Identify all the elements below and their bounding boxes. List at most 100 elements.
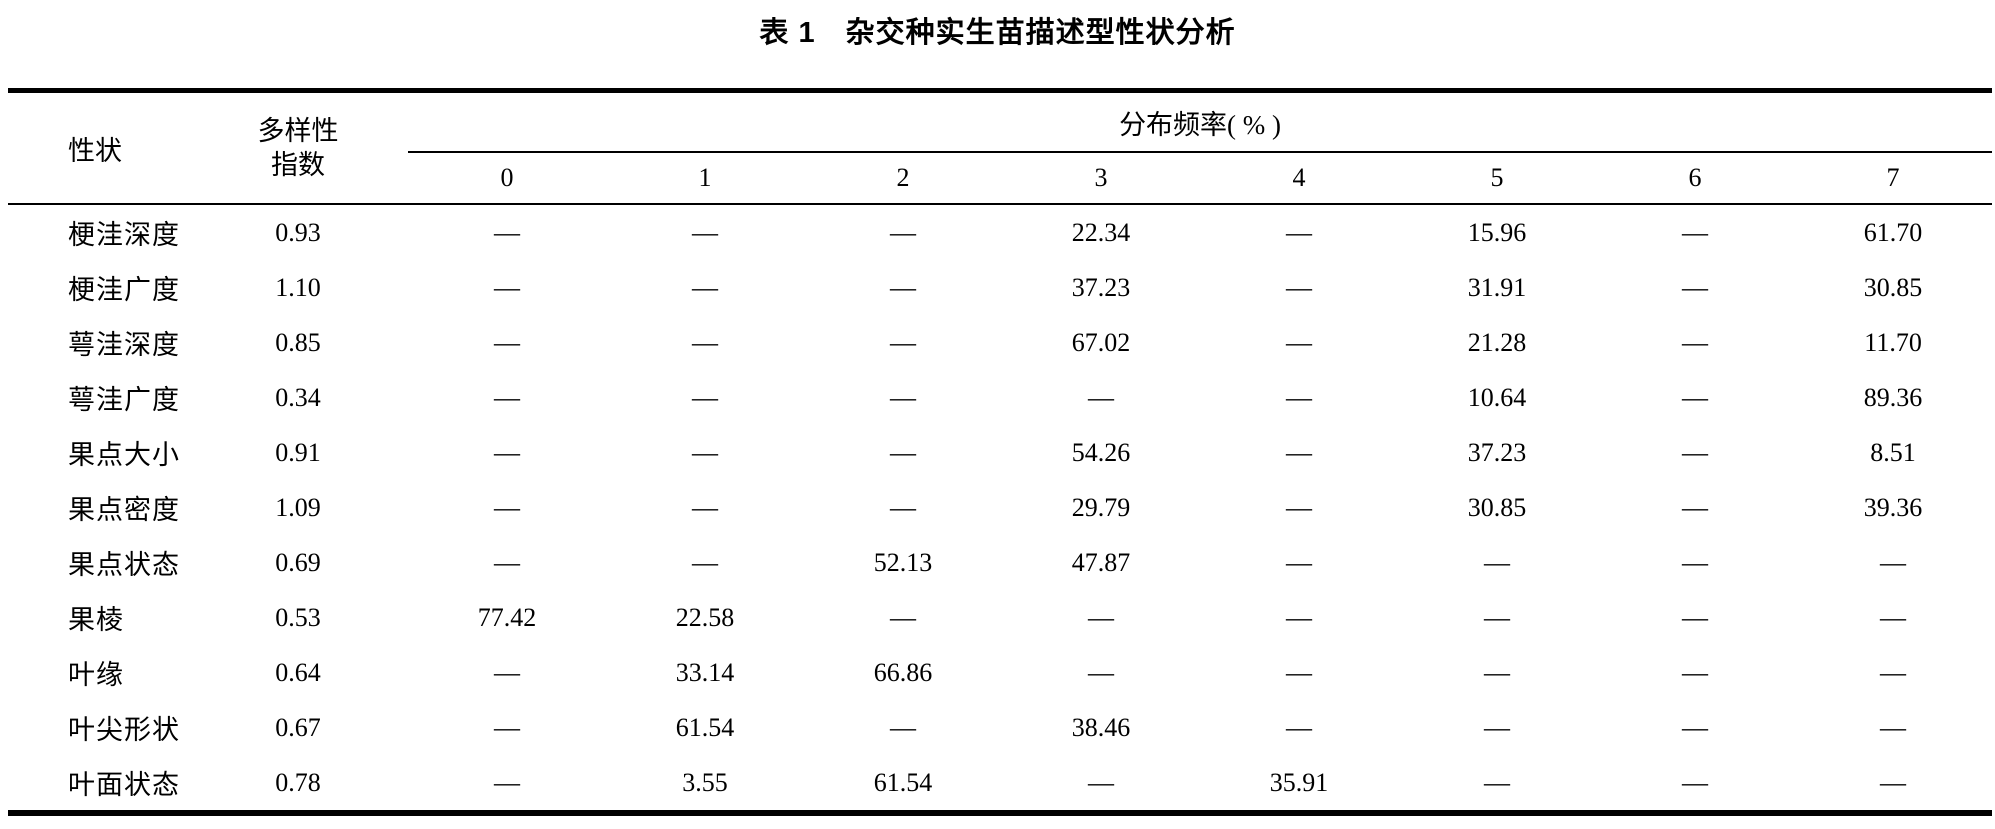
table-body: 梗洼深度 0.93 — — — 22.34 — 15.96 — 61.70 梗洼… (8, 204, 1992, 813)
trait-name: 萼洼广度 (68, 385, 180, 415)
freq-value: — (692, 492, 718, 522)
freq-value: — (1286, 602, 1312, 632)
freq-value: 61.54 (873, 767, 933, 797)
freq-value: 22.58 (675, 602, 735, 632)
table-row: 叶面状态 0.78 — 3.55 61.54 — 35.91 — — — (8, 755, 1992, 813)
freq-value: 21.28 (1467, 327, 1527, 357)
trait-name: 果点状态 (68, 550, 180, 580)
table-row: 梗洼广度 1.10 — — — 37.23 — 31.91 — 30.85 (8, 260, 1992, 315)
freq-value: 35.91 (1269, 767, 1329, 797)
freq-value: — (494, 217, 520, 247)
freq-value: — (1682, 657, 1708, 687)
table-row: 果点密度 1.09 — — — 29.79 — 30.85 — 39.36 (8, 480, 1992, 535)
diversity-index-value: 0.67 (275, 712, 321, 742)
freq-value: — (692, 327, 718, 357)
diversity-header-line1: 多样性 (257, 116, 339, 146)
col-header-freq-3: 3 (1002, 152, 1200, 205)
freq-value: — (692, 382, 718, 412)
freq-value: — (494, 492, 520, 522)
table-row: 萼洼广度 0.34 — — — — — 10.64 — 89.36 (8, 370, 1992, 425)
freq-value: 22.34 (1071, 217, 1131, 247)
trait-name: 萼洼深度 (68, 330, 180, 360)
freq-value: — (692, 272, 718, 302)
freq-value: — (1088, 602, 1114, 632)
freq-value: 54.26 (1071, 437, 1131, 467)
freq-value: — (890, 272, 916, 302)
traits-table: 性状 多样性 指数 分布频率( % ) 0 1 2 3 4 5 6 7 梗洼深度 (8, 88, 1993, 816)
freq-value: — (890, 492, 916, 522)
table-caption: 杂交种实生苗描述型性状分析 (845, 17, 1236, 49)
table-row: 叶尖形状 0.67 — 61.54 — 38.46 — — — — (8, 700, 1992, 755)
freq-value: 39.36 (1863, 492, 1923, 522)
diversity-index-value: 0.69 (275, 547, 321, 577)
diversity-index-value: 0.93 (275, 217, 321, 247)
freq-value: — (1682, 437, 1708, 467)
freq-value: — (1484, 657, 1510, 687)
freq-value: — (494, 327, 520, 357)
freq-value: — (1880, 547, 1907, 577)
freq-value: — (494, 767, 520, 797)
freq-value: 61.54 (675, 712, 735, 742)
freq-value: — (1088, 657, 1114, 687)
table-row: 果点大小 0.91 — — — 54.26 — 37.23 — 8.51 (8, 425, 1992, 480)
freq-value: 11.70 (1864, 327, 1922, 357)
freq-value: — (1286, 547, 1312, 577)
freq-value: 15.96 (1467, 217, 1527, 247)
table-row: 萼洼深度 0.85 — — — 67.02 — 21.28 — 11.70 (8, 315, 1992, 370)
freq-value: 29.79 (1071, 492, 1131, 522)
freq-value: — (1088, 767, 1114, 797)
freq-value: — (890, 602, 916, 632)
freq-value: — (1484, 602, 1510, 632)
table-row: 果棱 0.53 77.42 22.58 — — — — — — (8, 590, 1992, 645)
freq-value: — (494, 657, 520, 687)
freq-value: — (1286, 382, 1312, 412)
freq-value: — (1286, 437, 1312, 467)
diversity-index-value: 0.53 (275, 602, 321, 632)
freq-value: — (1682, 602, 1708, 632)
freq-value: — (890, 382, 916, 412)
freq-value: — (1880, 602, 1907, 632)
trait-name: 叶尖形状 (68, 715, 180, 745)
freq-value: — (890, 712, 916, 742)
freq-value: — (1880, 657, 1907, 687)
freq-value: — (1286, 712, 1312, 742)
col-header-freq-0: 0 (408, 152, 606, 205)
diversity-index-value: 0.34 (275, 382, 321, 412)
freq-value: — (692, 437, 718, 467)
trait-name: 果点密度 (68, 495, 180, 525)
freq-value: 33.14 (675, 657, 735, 687)
col-header-freq-5: 5 (1398, 152, 1596, 205)
freq-value: — (1088, 382, 1114, 412)
freq-value: 37.23 (1467, 437, 1527, 467)
table-title: 表 1 杂交种实生苗描述型性状分析 (0, 0, 1995, 52)
trait-name: 果点大小 (68, 440, 180, 470)
diversity-header-line2: 指数 (271, 150, 325, 180)
col-header-freq-7: 7 (1794, 152, 1993, 205)
freq-value: 61.70 (1863, 217, 1923, 247)
freq-value: — (890, 217, 916, 247)
freq-value: 10.64 (1467, 382, 1527, 412)
col-header-freq-6: 6 (1596, 152, 1794, 205)
trait-name: 梗洼广度 (68, 275, 180, 305)
freq-value: — (1682, 327, 1708, 357)
freq-value: 37.23 (1071, 272, 1131, 302)
freq-value: 47.87 (1071, 547, 1131, 577)
diversity-index-value: 0.85 (275, 327, 321, 357)
col-header-trait: 性状 (8, 90, 188, 205)
freq-value: — (1682, 272, 1708, 302)
freq-value: — (1484, 767, 1510, 797)
freq-value: 8.51 (1870, 437, 1916, 467)
freq-value: — (1682, 382, 1708, 412)
diversity-index-value: 0.78 (275, 767, 321, 797)
freq-value: — (1682, 712, 1708, 742)
table-row: 叶缘 0.64 — 33.14 66.86 — — — — — (8, 645, 1992, 700)
freq-value: — (890, 437, 916, 467)
freq-value: 30.85 (1863, 272, 1923, 302)
freq-value: — (494, 272, 520, 302)
freq-value: 52.13 (873, 547, 933, 577)
freq-value: — (692, 217, 718, 247)
freq-value: 66.86 (873, 657, 933, 687)
trait-name: 梗洼深度 (68, 220, 180, 250)
diversity-index-value: 0.91 (275, 437, 321, 467)
